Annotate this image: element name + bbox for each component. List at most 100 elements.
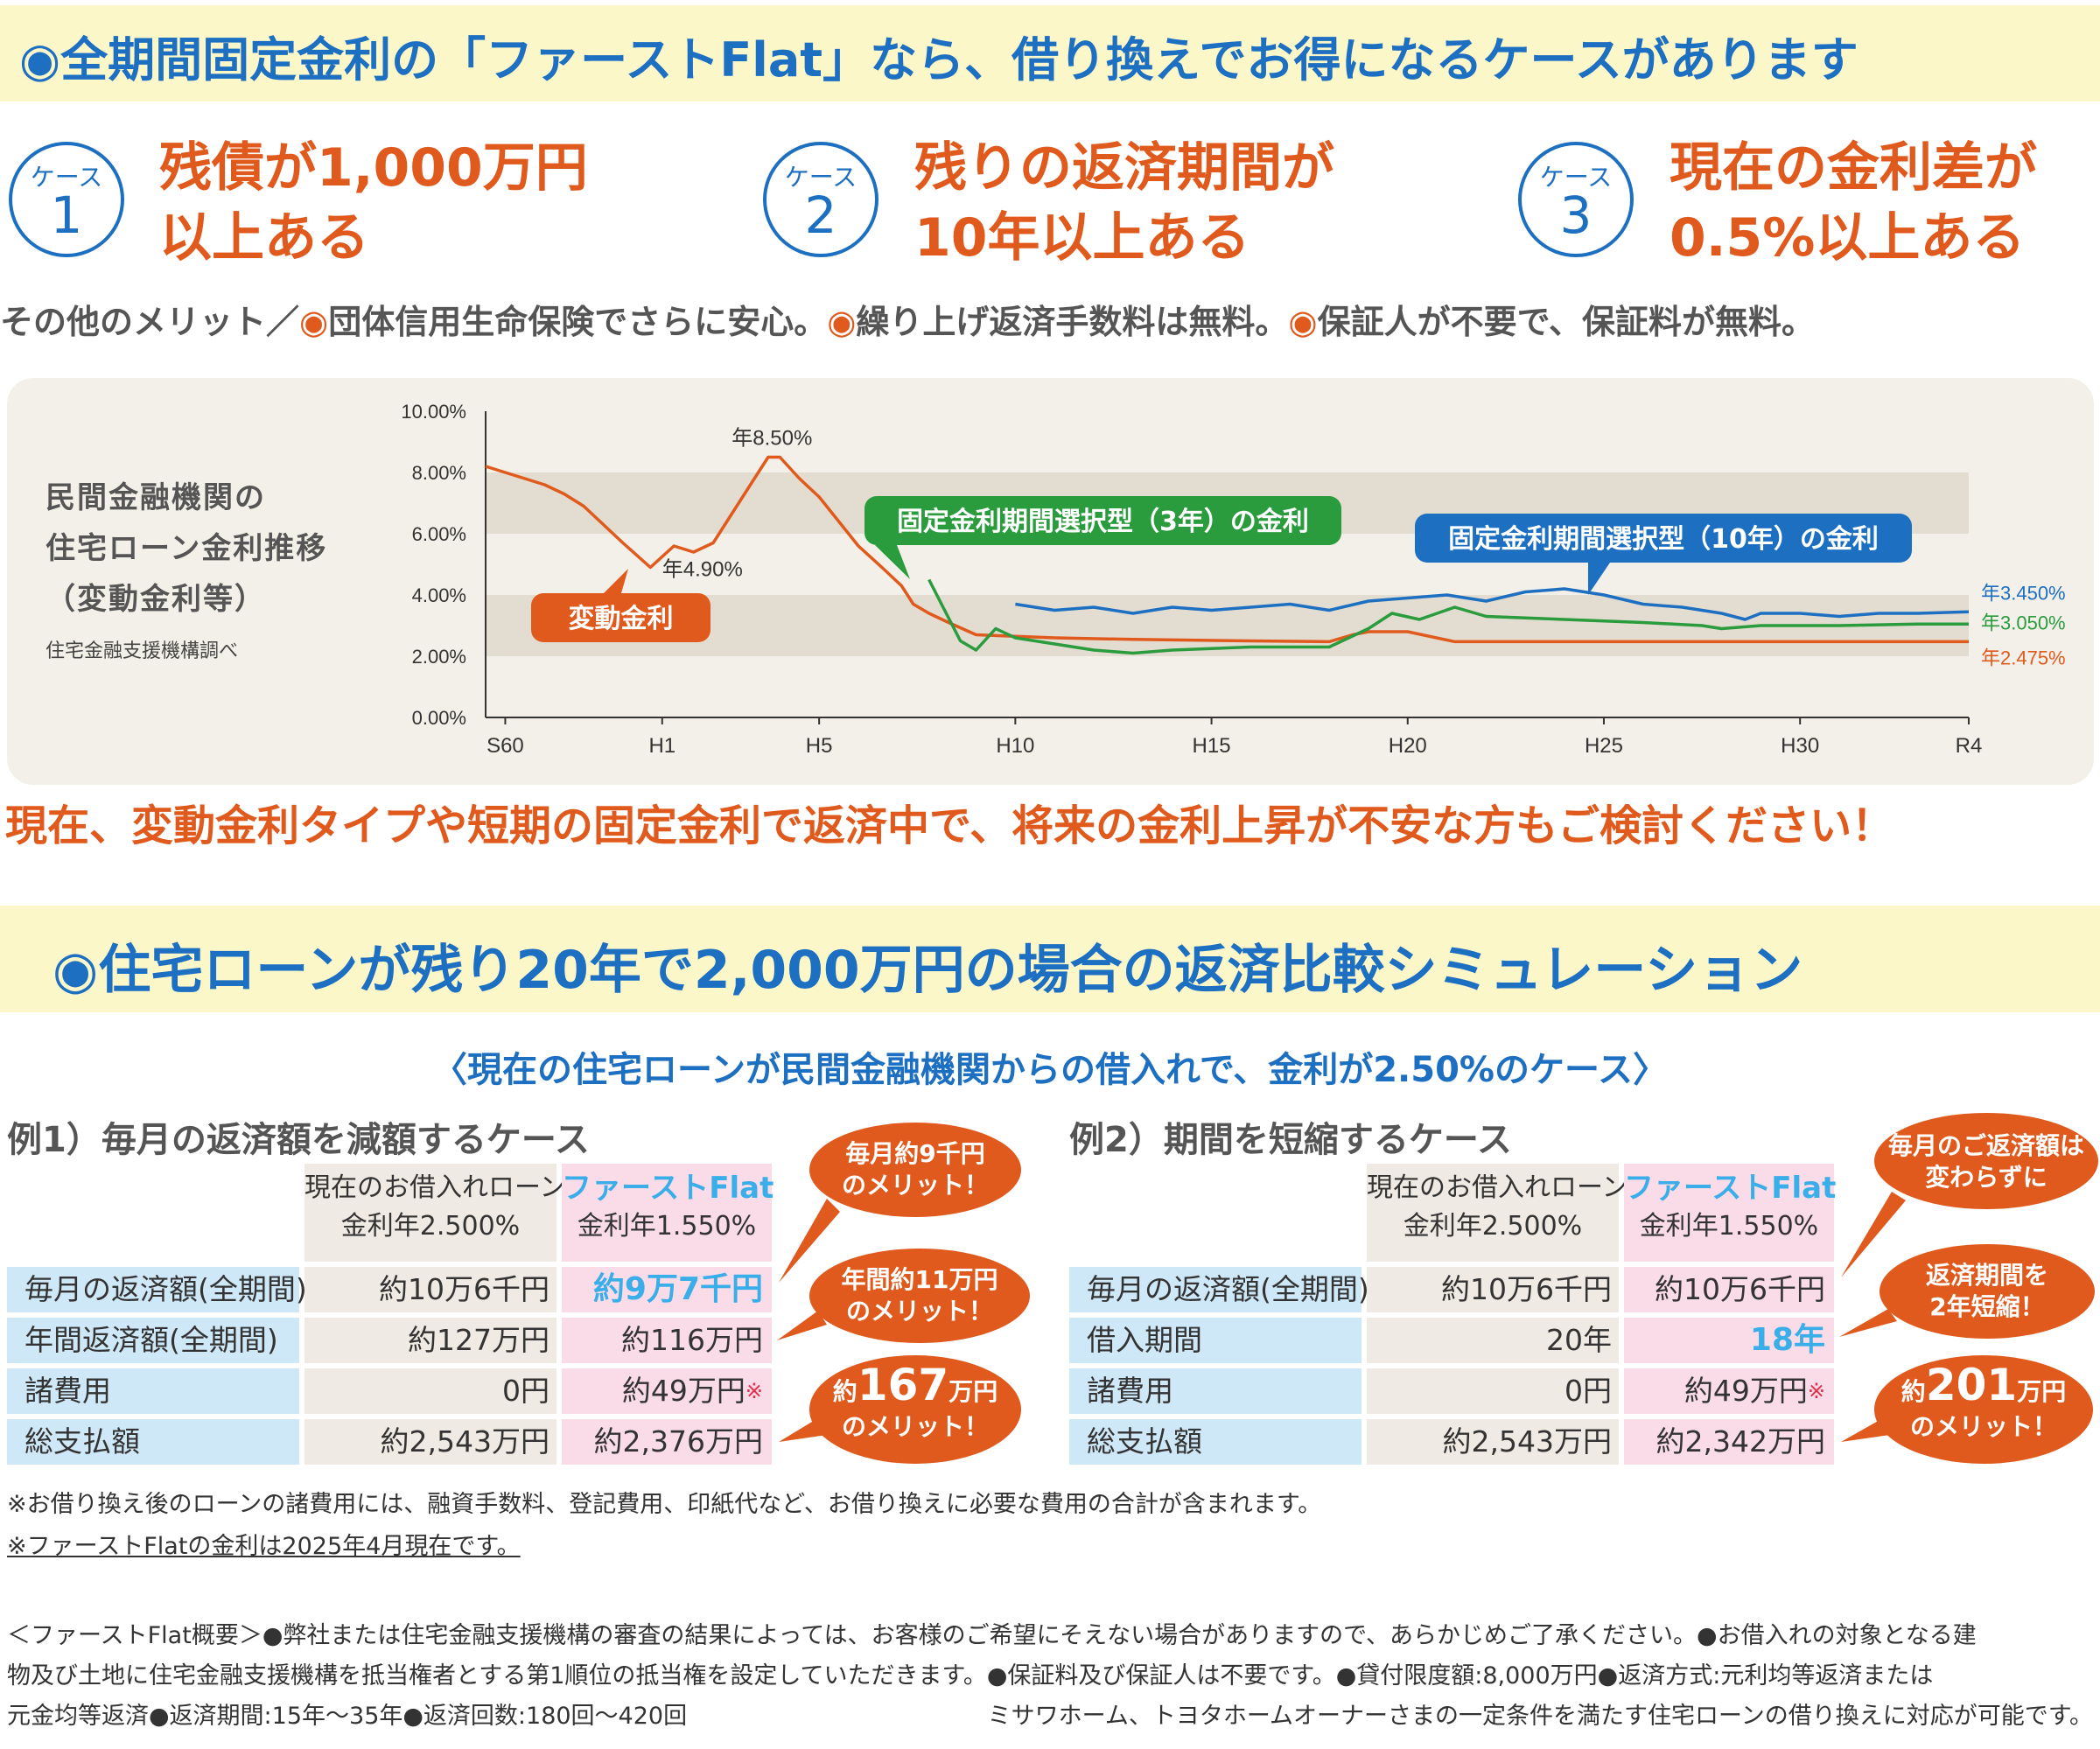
chart-caption: 民間金融機関の 住宅ローン金利推移 （変動金利等） <box>46 480 328 617</box>
pointer-ex2-1 <box>1841 1192 1906 1277</box>
x-tick-label: H5 <box>806 734 833 758</box>
ex2-row-firstflat: 18年 <box>1624 1318 1834 1363</box>
end-label-fixed3: 年3.050% <box>1981 612 2066 633</box>
ex1-bubble-annual: 年間約11万円 のメリット！ <box>809 1249 1030 1343</box>
ex2-bubble-monthly: 毎月のご返済額は 変わらずに <box>1874 1113 2098 1209</box>
ex2-row-label: 諸費用 <box>1069 1368 1362 1414</box>
warning-text: 現在、変動金利タイプや短期の固定金利で返済中で、将来の金利上昇が不安な方もご検討… <box>5 801 1894 850</box>
ex2-bubble-total: 約201万円 のメリット！ <box>1874 1355 2093 1464</box>
callout-fixed10-text: 固定金利期間選択型（10年）の金利 <box>1448 524 1879 555</box>
ex2-row-current: 20年 <box>1367 1318 1619 1363</box>
case-2-number: 2 <box>804 185 837 245</box>
ex1-row-current: 約127万円 <box>304 1318 556 1363</box>
header-band-2 <box>0 906 2100 1012</box>
chart-band <box>486 595 1969 656</box>
ex1-row-label: 諸費用 <box>7 1368 299 1414</box>
ex1-row-firstflat: 約2,376万円 <box>562 1419 772 1465</box>
callout-fixed3-text: 固定金利期間選択型（3年）の金利 <box>897 507 1309 537</box>
case-1-label: ケース <box>30 163 103 192</box>
note-fees: ※お借り換え後のローンの諸費用には、融資手数料、登記費用、印紙代など、お借り換え… <box>7 1491 1322 1518</box>
footer-line-3b: ミサワホーム、トヨタホームオーナーさまの一定条件を満たす住宅ローンの借り換えに対… <box>987 1703 2093 1730</box>
ex1-row-firstflat: 約49万円※ <box>562 1368 772 1414</box>
y-tick-label: 10.00% <box>401 401 466 423</box>
simulation-title: ◉住宅ローンが残り20年で2,000万円の場合の返済比較シミュレーション <box>52 940 1803 1001</box>
callout-variable-tail <box>604 569 628 593</box>
y-tick-label: 2.00% <box>412 646 466 668</box>
ex2-head-firstflat: ファーストFlat 金利年1.550% <box>1624 1164 1836 1262</box>
ex1-row-current: 約10万6千円 <box>304 1267 556 1312</box>
callout-variable-text: 変動金利 <box>569 604 674 634</box>
callout-variable-box <box>531 593 710 642</box>
ex1-row-label: 総支払額 <box>7 1419 299 1465</box>
ex2-row-label: 毎月の返済額(全期間) <box>1069 1267 1369 1312</box>
ex1-head-firstflat: ファーストFlat 金利年1.550% <box>562 1164 774 1262</box>
ex1-head-current: 現在のお借入れローン 金利年2.500% <box>304 1164 566 1262</box>
ex1-row-label: 毎月の返済額(全期間) <box>7 1267 307 1312</box>
other-merits: その他のメリット／◉団体信用生命保険でさらに安心。◉繰り上げ返済手数料は無料。◉… <box>0 303 1816 341</box>
ex2-row-firstflat: 約49万円※ <box>1624 1368 1834 1414</box>
callout-fixed10-tail <box>1588 563 1610 595</box>
peak-label: 年8.50% <box>732 427 812 451</box>
ex2-head-current: 現在のお借入れローン 金利年2.500% <box>1367 1164 1628 1262</box>
ex2-row-firstflat: 約10万6千円 <box>1624 1267 1834 1312</box>
case-3-text: 現在の金利差が 0.5%以上ある <box>1670 137 2037 269</box>
pointer-ex2-3 <box>1841 1419 1890 1442</box>
ex2-bubble-period: 返済期間を 2年短縮！ <box>1880 1244 2095 1339</box>
y-tick-label: 4.00% <box>412 584 466 606</box>
ex1-row-label: 年間返済額(全期間) <box>7 1318 299 1363</box>
page-title: ◉全期間固定金利の「ファーストFlat」なら、借り換えでお得になるケースがありま… <box>19 32 1858 87</box>
ex2-row-label: 借入期間 <box>1069 1318 1362 1363</box>
pointer-ex1-2 <box>777 1311 827 1340</box>
example-1-title: 例1）毎月の返済額を減額するケース <box>7 1120 590 1160</box>
pointer-ex1-3 <box>779 1419 827 1442</box>
ex1-row-current: 0円 <box>304 1368 556 1414</box>
pointer-ex2-2 <box>1839 1309 1897 1337</box>
callout-fixed10-box <box>1415 514 1912 563</box>
ex1-bubble-monthly: 毎月約9千円 のメリット！ <box>809 1123 1021 1217</box>
chart-source: 住宅金融支援機構調べ <box>46 640 239 662</box>
footer-line-3a: 元金均等返済●返済期間:15年〜35年●返済回数:180回〜420回 <box>7 1703 688 1730</box>
case-1-number: 1 <box>50 185 83 245</box>
x-tick-label: H10 <box>996 734 1034 758</box>
simulation-subtitle: 〈現在の住宅ローンが民間金融機関からの借入れで、金利が2.50%のケース〉 <box>432 1050 1668 1090</box>
x-tick-label: H15 <box>1193 734 1231 758</box>
case-2-badge: ケース 2 <box>763 142 878 257</box>
x-tick-label: R4 <box>1956 734 1983 758</box>
pointer-ex1-1 <box>779 1199 840 1283</box>
series-fixed10-line <box>1015 587 1970 621</box>
footer-line-1: ＜ファーストFlat概要＞●弊社または住宅金融支援機構の審査の結果によっては、お… <box>7 1622 1977 1649</box>
y-tick-label: 8.00% <box>412 462 466 484</box>
callout-fixed3-box <box>864 496 1341 545</box>
ex2-row-label: 総支払額 <box>1069 1419 1362 1465</box>
y-tick-label: 0.00% <box>412 707 466 729</box>
x-tick-label: S60 <box>486 734 524 758</box>
series-variable-line <box>485 455 1969 644</box>
callout-fixed3-tail <box>875 545 910 579</box>
footer-line-2: 物及び土地に住宅金融支援機構を抵当権者とする第1順位の抵当権を設定していただきま… <box>7 1662 1934 1690</box>
note-rate-date: ※ファーストFlatの金利は2025年4月現在です。 <box>7 1533 521 1560</box>
end-label-fixed10: 年3.450% <box>1981 582 2066 604</box>
ex2-row-firstflat: 約2,342万円 <box>1624 1419 1834 1465</box>
case-2-text: 残りの返済期間が 10年以上ある <box>914 137 1334 269</box>
case-3-number: 3 <box>1559 185 1592 245</box>
y-tick-label: 6.00% <box>412 523 466 545</box>
x-tick-label: H30 <box>1781 734 1819 758</box>
ex2-row-current: 約10万6千円 <box>1367 1267 1619 1312</box>
ex2-row-current: 約2,543万円 <box>1367 1419 1619 1465</box>
case-1-badge: ケース 1 <box>9 142 124 257</box>
ex1-row-current: 約2,543万円 <box>304 1419 556 1465</box>
end-label-variable: 年2.475% <box>1981 647 2066 668</box>
case-1-text: 残債が1,000万円 以上ある <box>159 137 588 269</box>
x-tick-label: H25 <box>1585 734 1623 758</box>
ex1-row-firstflat: 約116万円 <box>562 1318 772 1363</box>
example-2-title: 例2）期間を短縮するケース <box>1069 1120 1512 1160</box>
x-tick-label: H20 <box>1389 734 1427 758</box>
header-band-1 <box>0 5 2100 101</box>
rate-chart: 0.00% 2.00% 4.00% 6.00% 8.00% 10.00% S60 H1 H5 H1… <box>401 401 2066 758</box>
ex2-row-current: 0円 <box>1367 1368 1619 1414</box>
case-2-label: ケース <box>784 163 858 192</box>
ex1-row-firstflat: 約9万7千円 <box>562 1267 772 1312</box>
series-fixed3-line <box>928 578 1969 655</box>
case-3-label: ケース <box>1539 163 1613 192</box>
